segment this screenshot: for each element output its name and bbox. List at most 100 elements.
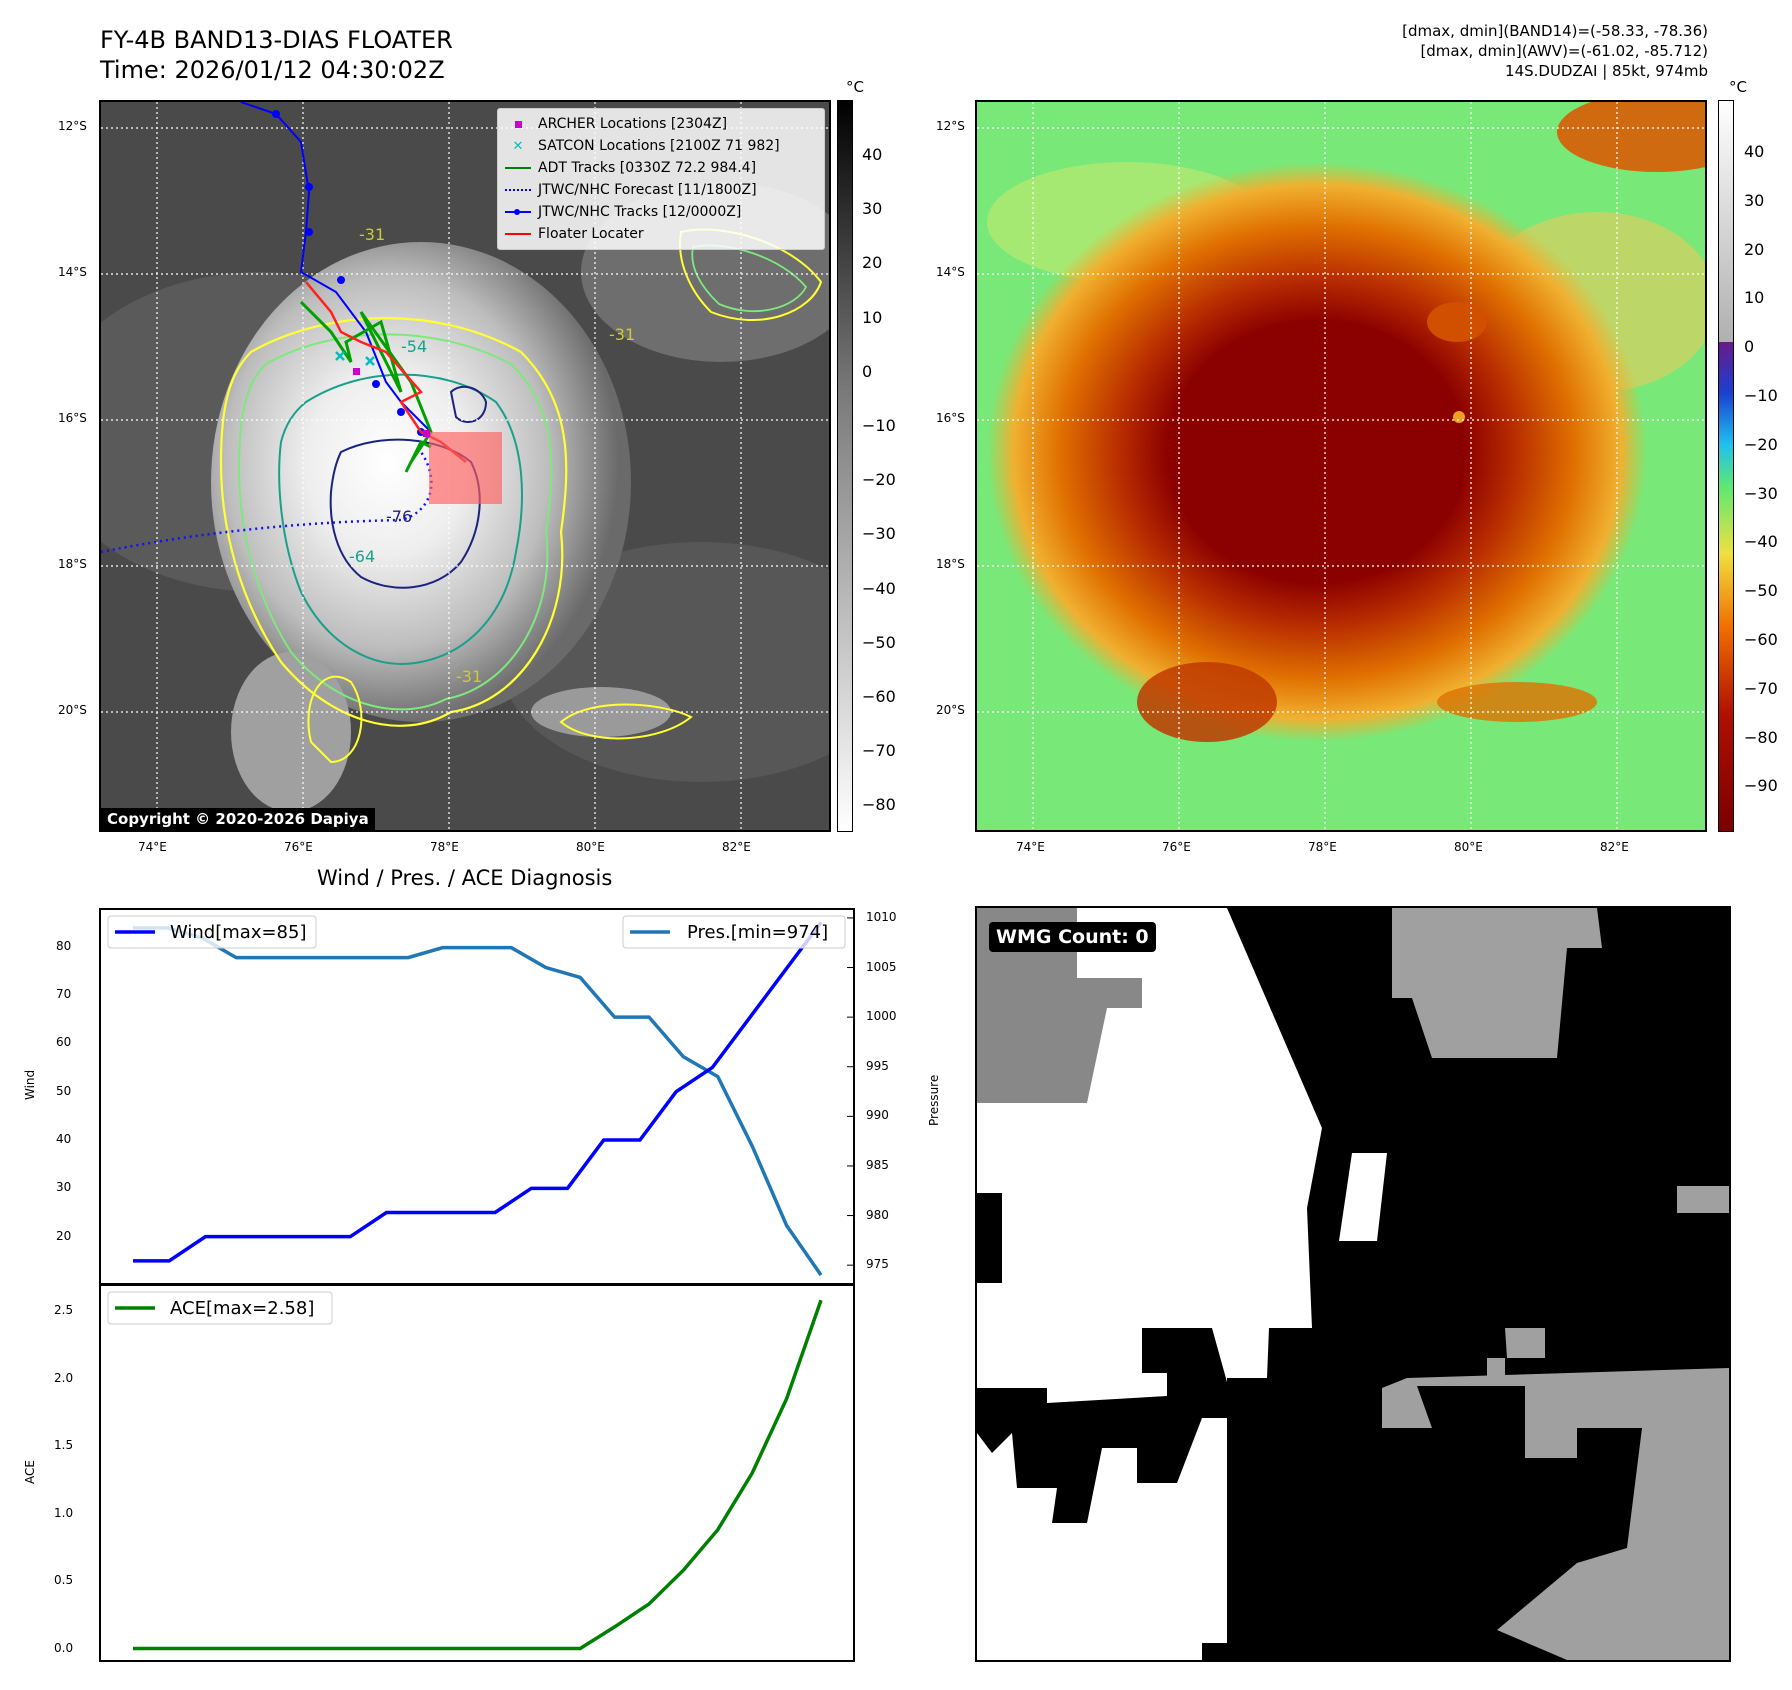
- colorbar-tick-label: −60: [862, 687, 896, 706]
- info-storm: 14S.DUDZAI | 85kt, 974mb: [1505, 62, 1708, 80]
- ace-axis-label: ACE: [23, 1460, 37, 1484]
- ace-chart: ACE[max=2.58]: [93, 1284, 855, 1662]
- lat-label: 18°S: [58, 557, 87, 571]
- wind-axis-label: Wind: [23, 1069, 37, 1100]
- pressure-tick-label: 985: [866, 1157, 889, 1172]
- pressure-tick-label: 1000: [866, 1009, 897, 1024]
- info-band14: [dmax, dmin](BAND14)=(-58.33, -78.36): [1402, 22, 1708, 40]
- page-time: Time: 2026/01/12 04:30:02Z: [100, 56, 445, 84]
- colorbar-tick-label: 20: [862, 253, 883, 273]
- contour-label: -31: [456, 667, 482, 686]
- plot-frame: [99, 1284, 855, 1662]
- ace-svg: ACE[max=2.58]: [93, 1284, 855, 1662]
- awv-colorbar-unit: °C: [1729, 78, 1747, 96]
- cdo-cloud: [211, 242, 631, 722]
- info-awv: [dmax, dmin](AWV)=(-61.02, -85.712): [1420, 42, 1708, 60]
- wind-tick-label: 80: [56, 938, 72, 953]
- wmg-mask: [977, 908, 1729, 1660]
- awv-colorbar: [1718, 100, 1734, 832]
- pressure-line: [133, 926, 823, 1277]
- colorbar-tick-label: −20: [862, 470, 896, 490]
- colorbar-tick-label: 10: [862, 307, 883, 327]
- colorbar-tick-label: 40: [862, 145, 883, 164]
- pressure-legend-label: Pres.[min=974]: [687, 922, 828, 943]
- legend-jtwc: JTWC/NHC Tracks [12/0000Z]: [498, 201, 824, 223]
- lon-label: 76°E: [284, 840, 313, 854]
- pressure-axis-label: Pressure: [927, 1074, 941, 1126]
- colorbar-tick-label: −20: [1744, 434, 1778, 454]
- contour-label: -76: [386, 507, 412, 526]
- awv-map-panel: [975, 100, 1707, 832]
- lat-label: 14°S: [58, 265, 87, 279]
- legend-label: ADT Tracks [0330Z 72.2 984.4]: [538, 160, 757, 176]
- lat-label: 16°S: [58, 411, 87, 425]
- lat-label: 16°S: [936, 411, 965, 425]
- lat-label: 12°S: [936, 119, 965, 133]
- contour-yellow: [219, 317, 568, 727]
- legend-satcon: ✕ SATCON Locations [2100Z 71 982]: [512, 138, 780, 154]
- legend-adt: ADT Tracks [0330Z 72.2 984.4]: [498, 157, 824, 179]
- pressure-tick-label: 1010: [866, 909, 897, 924]
- contour-label: -54: [401, 337, 427, 356]
- legend-archer: ARCHER Locations [2304Z]: [498, 113, 824, 135]
- ir-colorbar: [837, 100, 853, 832]
- lat-label: 18°S: [936, 557, 965, 571]
- lat-label: 12°S: [58, 119, 87, 133]
- wind-pressure-chart: Wind[max=85] Pres.[min=974]: [93, 908, 855, 1285]
- legend-label: ARCHER Locations [2304Z]: [538, 116, 728, 132]
- colorbar-tick-label: 30: [1744, 190, 1765, 210]
- wind-tick-label: 30: [56, 1180, 72, 1195]
- colorbar-tick-label: 40: [1744, 142, 1765, 161]
- ace-legend: ACE[max=2.58]: [107, 1291, 333, 1325]
- ace-tick-label: 2.0: [54, 1370, 74, 1385]
- wind-legend: Wind[max=85]: [107, 915, 317, 949]
- ir-map-panel: -31 -54 -64 -76 -31 -31 Copyright © 2020…: [99, 100, 831, 832]
- colorbar-tick-label: −50: [862, 632, 896, 652]
- ace-tick-label: 0.5: [54, 1573, 74, 1587]
- copyright-label: Copyright © 2020-2026 Dapiya: [101, 808, 375, 830]
- ace-line: [133, 1299, 823, 1651]
- pressure-tick-label: 995: [866, 1058, 889, 1073]
- pressure-tick-label: 1005: [866, 959, 897, 974]
- ace-tick-label: 0.0: [54, 1640, 74, 1655]
- colorbar-tick-label: 0: [862, 361, 873, 381]
- legend-forecast: JTWC/NHC Forecast [11/1800Z]: [498, 179, 824, 201]
- jtwc-forecast-line: [101, 451, 433, 554]
- map-legend: ARCHER Locations [2304Z] ✕ SATCON Locatio…: [497, 108, 825, 250]
- wind-tick-label: 50: [56, 1083, 72, 1098]
- diagnosis-title: Wind / Pres. / ACE Diagnosis: [317, 866, 613, 890]
- awv-map: [977, 102, 1705, 830]
- legend-label: JTWC/NHC Tracks [12/0000Z]: [538, 204, 742, 220]
- colorbar-tick-label: −70: [862, 741, 896, 761]
- colorbar-tick-label: −80: [1744, 727, 1778, 747]
- colorbar-tick-label: −80: [862, 795, 896, 815]
- lat-label: 20°S: [58, 703, 87, 717]
- legend-label: Floater Locater: [538, 226, 644, 242]
- colorbar-tick-label: −40: [1744, 532, 1778, 552]
- wind-pressure-svg: Wind[max=85] Pres.[min=974]: [93, 908, 855, 1285]
- wmg-panel: WMG Count: 0: [975, 906, 1731, 1662]
- awv-storm-core: [987, 162, 1647, 742]
- contour-label: -64: [349, 547, 375, 566]
- pressure-tick-label: 990: [866, 1108, 889, 1123]
- lon-label: 80°E: [576, 840, 605, 854]
- lon-label: 78°E: [430, 840, 459, 854]
- lat-label: 14°S: [936, 265, 965, 279]
- contour-label: -31: [359, 225, 385, 244]
- wind-legend-box: [107, 915, 317, 949]
- map2-grid: [977, 102, 1705, 830]
- lon-label: 82°E: [1600, 840, 1629, 854]
- colorbar-tick-label: −70: [1744, 678, 1778, 698]
- colorbar-tick-label: −30: [1744, 483, 1778, 503]
- wind-line: [133, 921, 823, 1263]
- legend-floater: Floater Locater: [498, 223, 824, 245]
- ace-tick-label: 1.0: [54, 1505, 74, 1520]
- colorbar-tick-label: −90: [1744, 776, 1778, 796]
- ir-colorbar-unit: °C: [846, 78, 864, 96]
- lon-label: 74°E: [1016, 840, 1045, 854]
- lon-label: 76°E: [1162, 840, 1191, 854]
- legend-label: JTWC/NHC Forecast [11/1800Z]: [538, 182, 757, 198]
- adt-track-line: [299, 300, 433, 473]
- lon-label: 82°E: [722, 840, 751, 854]
- pressure-legend-box: [622, 915, 846, 949]
